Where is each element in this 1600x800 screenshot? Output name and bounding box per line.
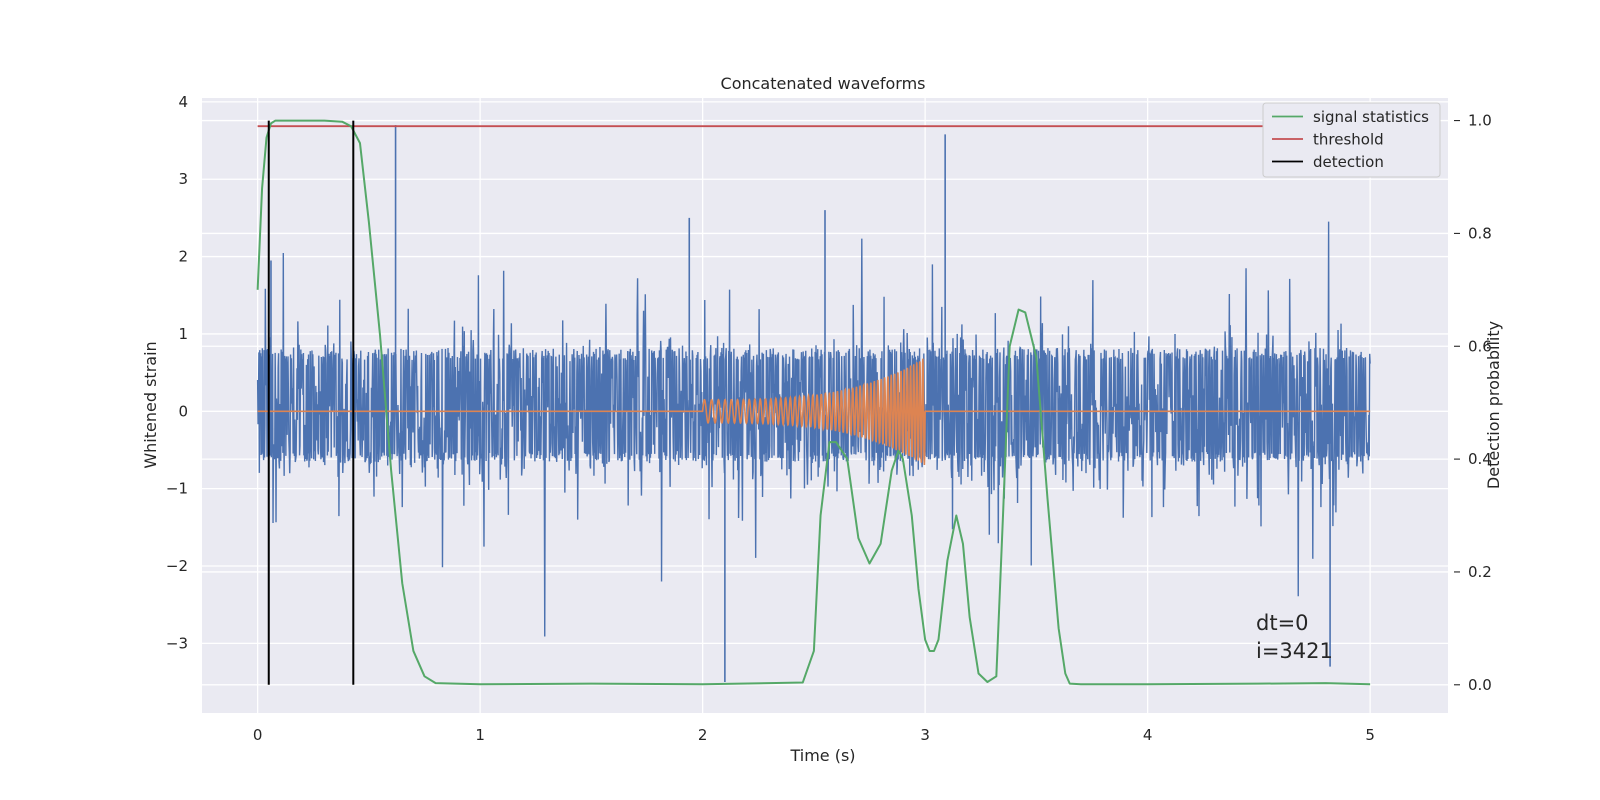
x-tick-label: 4 [1143, 726, 1153, 744]
legend-label-signal-statistics: signal statistics [1313, 108, 1429, 126]
y-tick-label-right: 1.0 [1468, 112, 1492, 130]
annotation-index: i=3421 [1256, 639, 1333, 663]
y-tick-label-right: 0.8 [1468, 224, 1492, 242]
plot-area [256, 119, 1371, 686]
annotation-dt: dt=0 [1256, 611, 1309, 635]
legend-label-threshold: threshold [1313, 131, 1384, 149]
chart-title: Concatenated waveforms [721, 74, 926, 93]
y-tick-label-left: −3 [166, 634, 188, 652]
axes: 0 1 2 3 4 5 −3 −2 −1 0 1 2 3 4 0.0 0.2 0.4 0.6 0.8 1.0 [166, 93, 1492, 744]
y-tick-label-left: 1 [178, 325, 188, 343]
x-tick-label: 3 [920, 726, 930, 744]
y-axis-label-left: Whitened strain [141, 341, 160, 468]
series-signal-statistics-line [256, 119, 1371, 686]
x-tick-label: 2 [698, 726, 708, 744]
x-axis-label: Time (s) [789, 746, 855, 765]
y-axis-label-right: Detection probability [1484, 321, 1503, 489]
y-tick-label-right: 0.4 [1468, 450, 1492, 468]
x-tick-label: 1 [475, 726, 485, 744]
x-tick-label: 5 [1365, 726, 1375, 744]
y-tick-label-right: 0.6 [1468, 337, 1492, 355]
y-tick-label-left: −2 [166, 557, 188, 575]
series-chirp-line [257, 358, 1371, 466]
y-tick-label-left: 3 [178, 170, 188, 188]
y-tick-label-left: 2 [178, 248, 188, 266]
y-tick-label-right: 0.0 [1468, 676, 1492, 694]
legend-label-detection: detection [1313, 153, 1384, 171]
y-tick-label-left: 0 [178, 402, 188, 420]
y-tick-label-right: 0.2 [1468, 563, 1492, 581]
y-tick-label-left: 4 [178, 93, 188, 111]
y-tick-label-left: −1 [166, 480, 188, 498]
series-strain-line [256, 221, 1371, 637]
x-tick-label: 0 [253, 726, 263, 744]
legend-box [1262, 102, 1441, 178]
legend: signal statistics threshold detection [1262, 102, 1441, 178]
